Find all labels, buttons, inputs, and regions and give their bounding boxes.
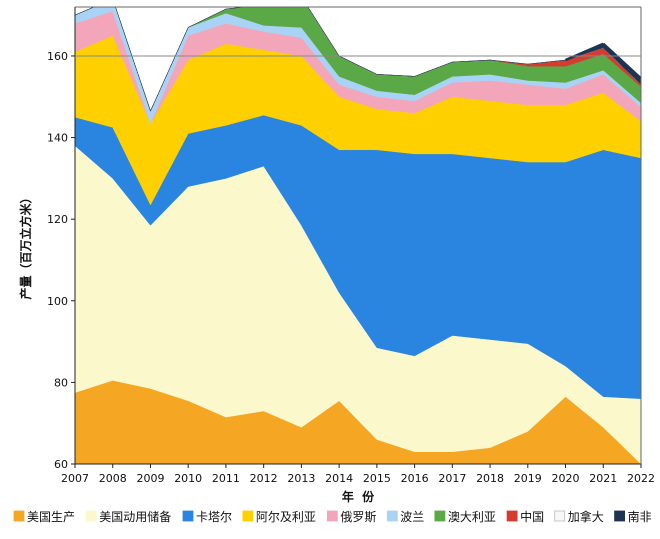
y-tick-label-80: 80 <box>54 376 68 389</box>
series-areas <box>75 7 642 464</box>
legend-swatch <box>85 510 97 522</box>
legend-label: 加拿大 <box>568 509 604 524</box>
legend-swatch <box>13 510 25 522</box>
x-tick-label-2011: 2011 <box>212 472 240 485</box>
x-tick-label-2022: 2022 <box>627 472 655 485</box>
legend-label: 美国动用储备 <box>99 509 171 524</box>
x-axis-title: 年 份 <box>342 489 375 504</box>
legend-swatch <box>614 510 625 522</box>
x-tick-label-2019: 2019 <box>514 472 542 485</box>
x-tick-label-2014: 2014 <box>325 472 353 485</box>
legend-item-9: 南非 <box>614 509 652 524</box>
legend-swatch <box>506 510 518 522</box>
legend-swatch <box>554 510 566 522</box>
axes <box>74 6 642 465</box>
y-tick-label-120: 120 <box>47 213 68 226</box>
south-africa-edge <box>602 42 642 80</box>
legend-item-4: 俄罗斯 <box>326 510 376 524</box>
y-axis-ticks: 60 80 100 120 140 160 <box>47 50 75 471</box>
y-tick-label-160: 160 <box>47 50 68 63</box>
legend-swatch <box>242 510 254 522</box>
x-tick-label-2013: 2013 <box>287 472 315 485</box>
legend-swatch <box>326 510 338 522</box>
legend-item-1: 美国动用储备 <box>85 509 171 524</box>
y-tick-label-100: 100 <box>47 295 68 308</box>
legend-item-5: 波兰 <box>386 510 424 524</box>
x-tick-label-2016: 2016 <box>401 472 429 485</box>
y-axis-title: 产量（百万立方米） <box>18 191 33 299</box>
legend-item-0: 美国生产 <box>13 510 75 524</box>
y-tick-label-140: 140 <box>47 132 68 145</box>
legend: 美国生产 美国动用储备 卡塔尔 阿尔及利亚 俄罗斯 波兰 澳大利亚 中国 加拿大 南非 <box>13 509 652 524</box>
legend-swatch <box>434 510 446 522</box>
south-africa-edge <box>565 42 604 62</box>
legend-label: 卡塔尔 <box>196 509 232 524</box>
x-tick-label-2012: 2012 <box>250 472 278 485</box>
x-axis-ticks: 2007 2008 2009 2010 2011 2012 2013 2014 2015 2016… <box>61 464 655 485</box>
x-tick-label-2009: 2009 <box>136 472 164 485</box>
x-tick-label-2007: 2007 <box>61 472 89 485</box>
legend-item-7: 中国 <box>506 509 544 524</box>
x-tick-label-2021: 2021 <box>589 472 617 485</box>
x-tick-label-2015: 2015 <box>363 472 391 485</box>
legend-item-6: 澳大利亚 <box>434 510 496 524</box>
legend-label: 俄罗斯 <box>340 510 376 524</box>
x-tick-label-2018: 2018 <box>476 472 504 485</box>
y-tick-label-60: 60 <box>54 458 68 471</box>
legend-label: 阿尔及利亚 <box>256 509 316 524</box>
legend-label: 中国 <box>520 509 544 524</box>
legend-item-2: 卡塔尔 <box>182 509 232 524</box>
legend-swatch <box>182 510 194 522</box>
area-series-6 <box>75 7 641 112</box>
legend-item-3: 阿尔及利亚 <box>242 509 316 524</box>
legend-label: 澳大利亚 <box>448 510 496 524</box>
legend-label: 美国生产 <box>27 510 75 524</box>
legend-label: 波兰 <box>400 510 424 524</box>
x-tick-label-2020: 2020 <box>552 472 580 485</box>
x-tick-label-2010: 2010 <box>174 472 202 485</box>
x-tick-label-2008: 2008 <box>99 472 127 485</box>
legend-label: 南非 <box>628 509 652 524</box>
legend-item-8: 加拿大 <box>554 509 604 524</box>
legend-swatch <box>386 510 398 522</box>
x-tick-label-2017: 2017 <box>438 472 466 485</box>
